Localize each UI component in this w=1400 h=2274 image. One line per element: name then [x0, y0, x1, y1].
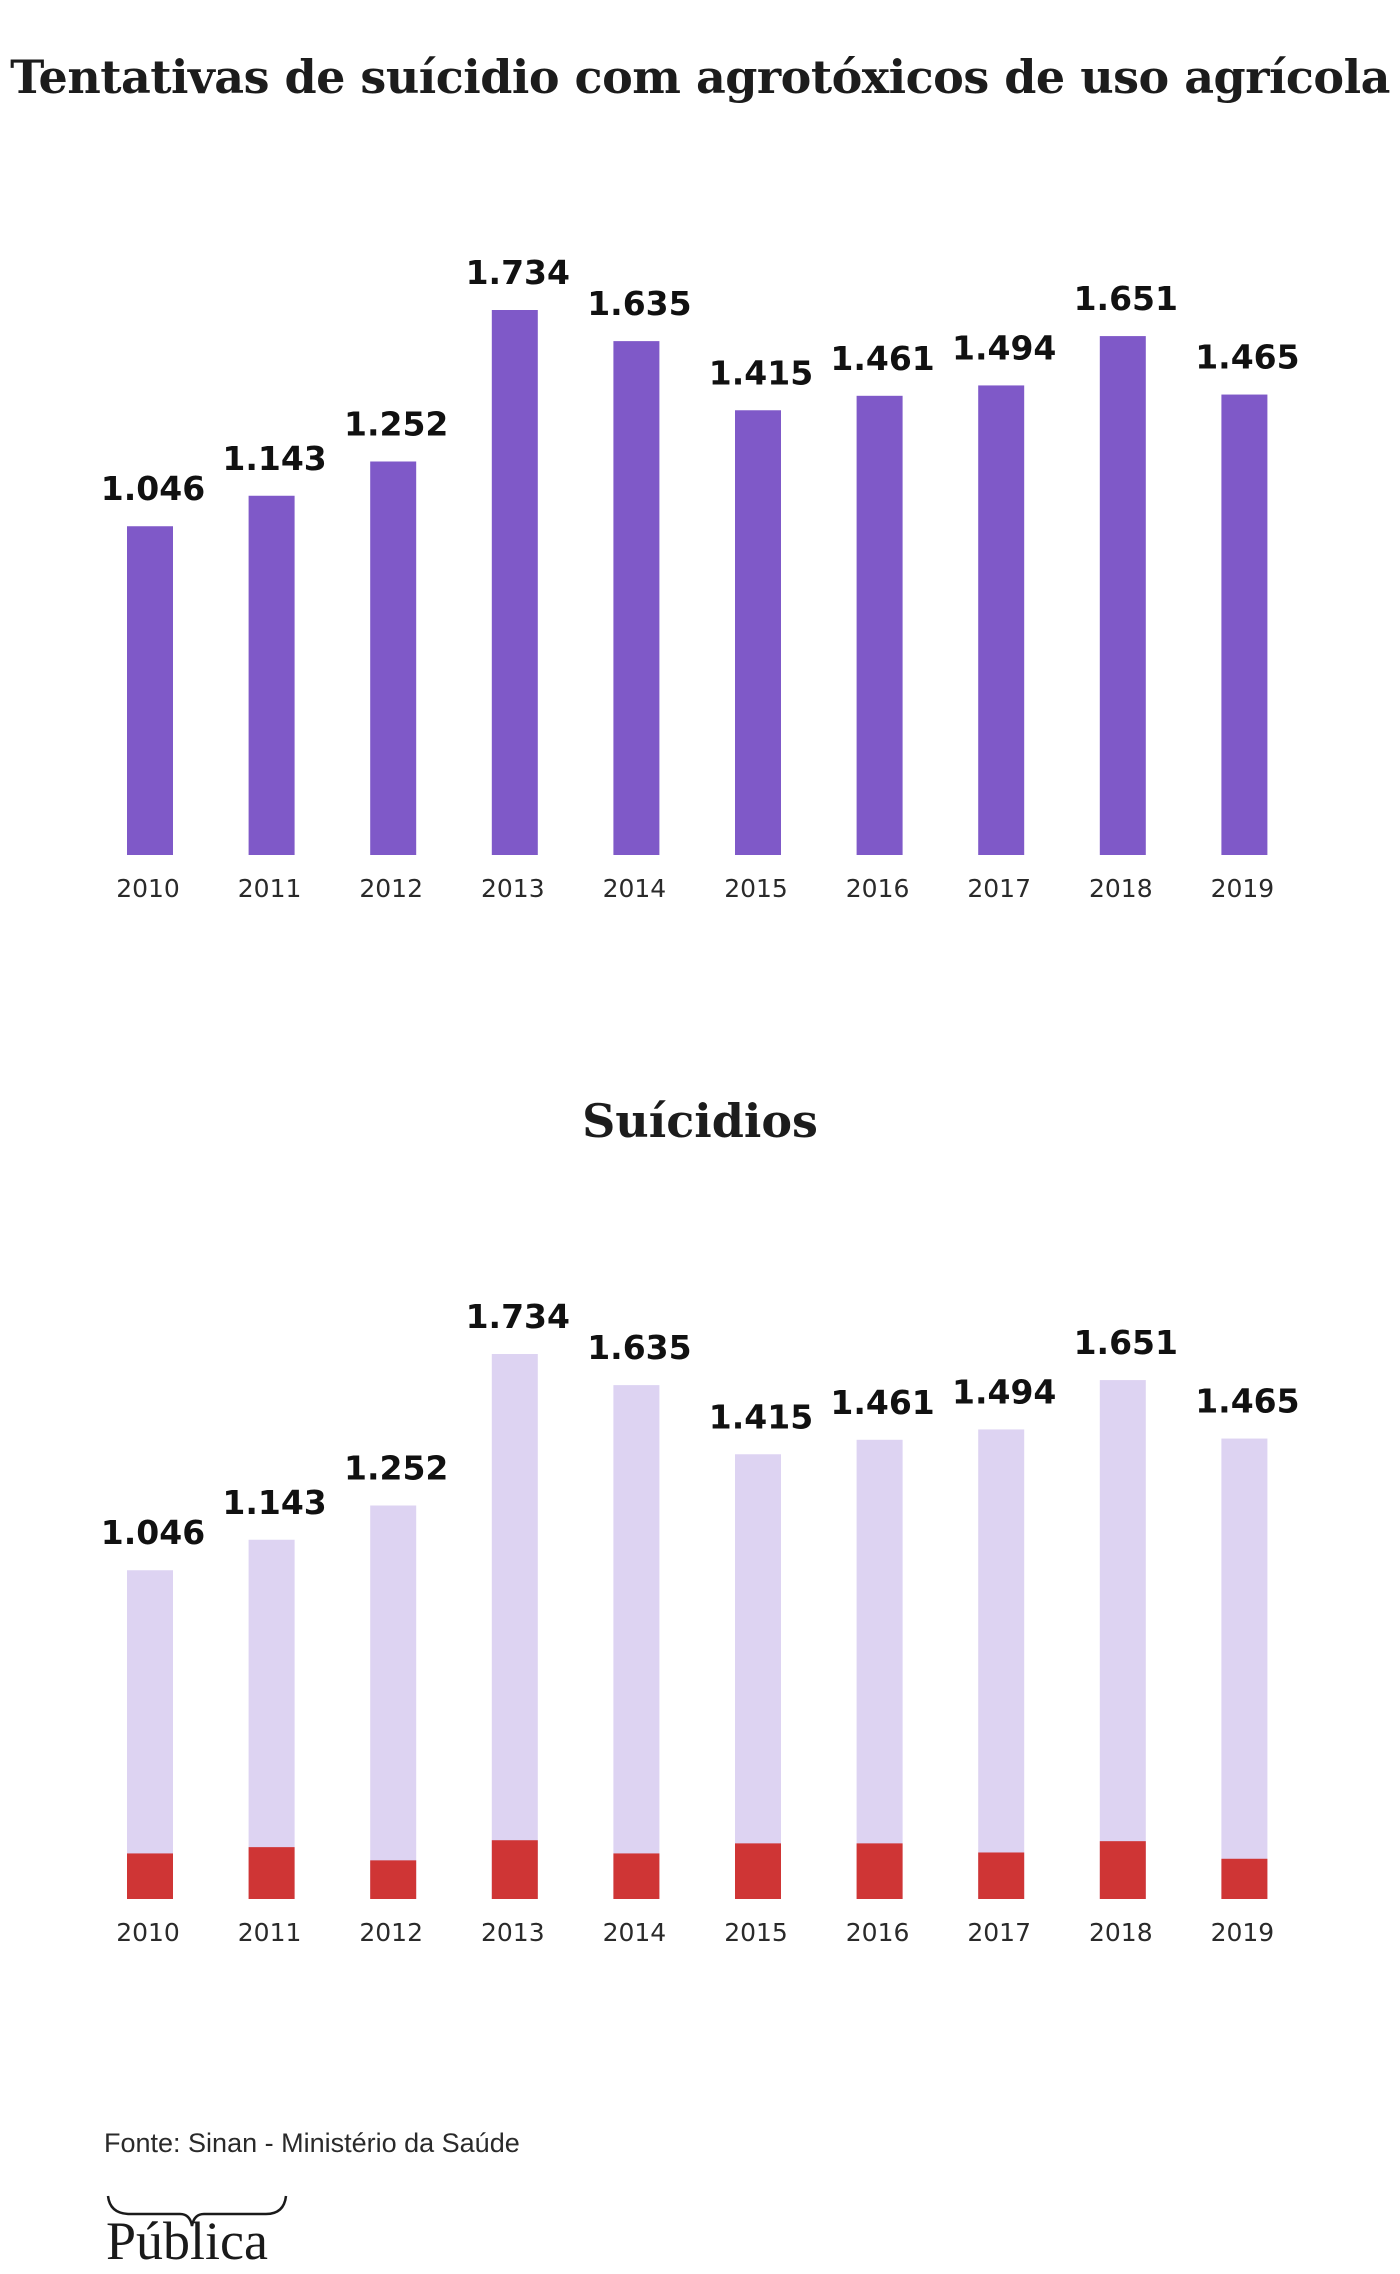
x-tick-label-2016: 2016 [846, 874, 910, 903]
value-label-2013: 1.734 [466, 1297, 570, 1336]
bar-2018 [1099, 336, 1146, 855]
value-label-2019: 1.465 [1195, 1382, 1299, 1421]
bar-2019 [1221, 1438, 1268, 1899]
logo-text: Pública [106, 2211, 268, 2271]
value-label-2016: 1.461 [830, 1383, 934, 1422]
value-label-2010: 1.046 [101, 1513, 205, 1552]
value-label-2011: 1.143 [222, 1483, 326, 1522]
chart-title-attempts: Tentativas de suícidio com agrotóxicos d… [10, 50, 1390, 104]
x-tick-label-2011: 2011 [238, 874, 302, 903]
value-label-2012: 1.252 [344, 1448, 448, 1487]
overlay-bar-2015 [735, 1843, 781, 1899]
value-label-2018: 1.651 [1074, 1323, 1178, 1362]
x-tick-label-2010: 2010 [116, 874, 180, 903]
x-tick-label-2015: 2015 [724, 1918, 788, 1947]
bar-2016 [856, 1439, 903, 1899]
x-tick-label-2012: 2012 [359, 1918, 423, 1947]
value-label-2014: 1.635 [587, 284, 691, 323]
chart-title-suicides: Suícidios [582, 1094, 818, 1148]
bar-2018 [1099, 1380, 1146, 1899]
bar-2012 [370, 1505, 417, 1899]
bar-2013 [491, 1354, 538, 1899]
x-tick-label-2019: 2019 [1211, 1918, 1275, 1947]
bar-2015 [735, 1454, 781, 1899]
bar-2010 [127, 526, 173, 855]
bar-chart-suicides: 1.046 2010 1.143 2011 1.252 2012 1.734 2013 1.63… [101, 1297, 1300, 1947]
bar-2010 [127, 1570, 173, 1899]
x-tick-label-2010: 2010 [116, 1918, 180, 1947]
bar-2017 [978, 1429, 1025, 1899]
value-label-2013: 1.734 [466, 253, 570, 292]
overlay-bar-2010 [127, 1853, 173, 1899]
overlay-bar-2019 [1221, 1858, 1268, 1899]
value-label-2014: 1.635 [587, 1328, 691, 1367]
publica-logo: Pública [100, 2192, 300, 2274]
x-tick-label-2019: 2019 [1211, 874, 1275, 903]
x-tick-label-2017: 2017 [967, 874, 1031, 903]
value-label-2011: 1.143 [222, 439, 326, 478]
value-label-2015: 1.415 [709, 1397, 813, 1436]
x-tick-label-2013: 2013 [481, 874, 545, 903]
x-tick-label-2013: 2013 [481, 1918, 545, 1947]
value-label-2017: 1.494 [952, 328, 1056, 367]
x-tick-label-2018: 2018 [1089, 874, 1153, 903]
source-note: Fonte: Sinan - Ministério da Saúde [104, 2128, 520, 2158]
bar-2011 [248, 1539, 295, 1899]
x-tick-label-2012: 2012 [359, 874, 423, 903]
value-label-2019: 1.465 [1195, 338, 1299, 377]
overlay-bar-2016 [856, 1843, 903, 1899]
x-tick-label-2018: 2018 [1089, 1918, 1153, 1947]
bar-2017 [978, 385, 1025, 855]
overlay-bar-2012 [370, 1860, 417, 1899]
x-tick-label-2011: 2011 [238, 1918, 302, 1947]
overlay-bar-2017 [978, 1852, 1025, 1899]
bar-2011 [248, 495, 295, 855]
bar-2014 [613, 1385, 660, 1899]
bar-2013 [491, 310, 538, 855]
x-tick-label-2014: 2014 [603, 1918, 667, 1947]
x-tick-label-2015: 2015 [724, 874, 788, 903]
value-label-2017: 1.494 [952, 1372, 1056, 1411]
logo-brace-icon [106, 2195, 288, 2227]
bar-2012 [370, 461, 417, 855]
value-label-2015: 1.415 [709, 353, 813, 392]
bar-chart-attempts: 1.046 2010 1.143 2011 1.252 2012 1.734 2013 1.63… [101, 253, 1300, 903]
value-label-2012: 1.252 [344, 404, 448, 443]
overlay-bar-2014 [613, 1853, 660, 1899]
overlay-bar-2011 [248, 1847, 295, 1899]
x-tick-label-2016: 2016 [846, 1918, 910, 1947]
value-label-2016: 1.461 [830, 339, 934, 378]
overlay-bar-2018 [1099, 1841, 1146, 1899]
value-label-2010: 1.046 [101, 469, 205, 508]
bar-2014 [613, 341, 660, 855]
overlay-bar-2013 [491, 1840, 538, 1899]
bar-2016 [856, 395, 903, 855]
x-tick-label-2014: 2014 [603, 874, 667, 903]
x-tick-label-2017: 2017 [967, 1918, 1031, 1947]
bar-2015 [735, 410, 781, 855]
value-label-2018: 1.651 [1074, 279, 1178, 318]
bar-2019 [1221, 394, 1268, 855]
